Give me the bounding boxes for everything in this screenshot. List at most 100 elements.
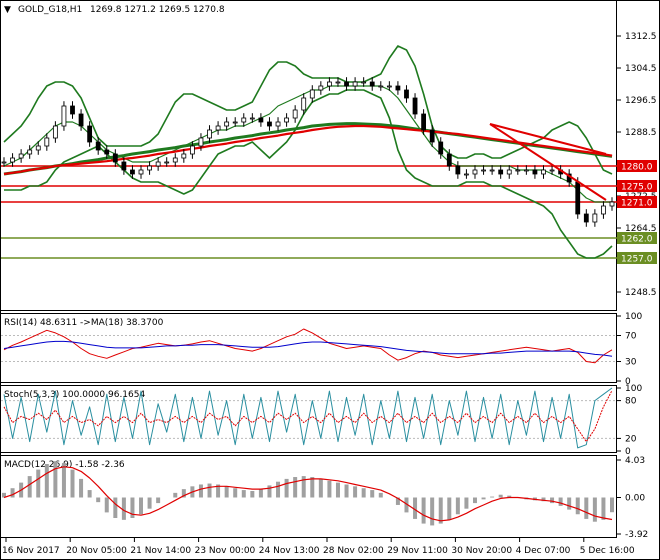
candle-body	[523, 169, 529, 172]
symbol-label: GOLD_G18,H1	[18, 5, 82, 15]
candle-body	[292, 109, 298, 119]
candle-body	[258, 117, 264, 123]
level-tag-label: 1275.0	[621, 183, 653, 193]
price-tick-label: 1264.5	[625, 224, 657, 234]
candle-body	[481, 169, 486, 172]
candle-body	[395, 85, 401, 91]
moving-average-fast	[3, 124, 613, 176]
stoch-tick-label: 20	[625, 434, 637, 444]
time-tick-label: 29 Nov 11:00	[387, 546, 448, 556]
candle-body	[27, 149, 33, 155]
candle-body	[455, 165, 461, 175]
time-tick-label: 16 Nov 2017	[2, 546, 60, 556]
stoch-title: Stoch(5,3,3) 100.0000 96.1654	[4, 390, 145, 400]
candle-body	[309, 89, 315, 99]
bollinger-middle	[3, 85, 612, 203]
candle-body	[207, 129, 212, 139]
level-tag-label: 1257.0	[621, 255, 653, 265]
candle-body	[121, 161, 127, 171]
candle-body	[472, 169, 478, 175]
candle-body	[95, 141, 101, 151]
price-tick-label: 1304.5	[625, 64, 657, 74]
time-tick-label: 28 Nov 02:00	[323, 546, 384, 556]
candle-body	[181, 153, 187, 159]
candle-body	[215, 125, 221, 131]
candle-body	[10, 157, 15, 163]
trend-line-upper	[489, 123, 607, 155]
candle-body	[1, 161, 7, 164]
candle-body	[506, 169, 512, 175]
stoch-lines	[1, 387, 617, 449]
candle-body	[609, 201, 615, 207]
time-axis: 16 Nov 2017 20 Nov 05:00 21 Nov 14:00 23 No…	[2, 538, 635, 556]
candle-body	[464, 173, 469, 176]
rsi-y-axis: 100 70 30 0	[617, 312, 642, 387]
candle-body	[404, 89, 409, 99]
candle-body	[130, 169, 135, 175]
rsi-tick-label: 30	[625, 358, 637, 368]
candle-body	[438, 141, 444, 155]
rsi-title: RSI(14) 48.6311 ->MA(18) 38.3700	[4, 318, 164, 328]
macd-panel[interactable]	[0, 455, 617, 538]
candle-body	[361, 81, 367, 84]
candle-body	[189, 145, 195, 155]
time-tick-label: 23 Nov 00:00	[195, 546, 256, 556]
stoch-tick-label: 80	[625, 397, 637, 407]
candle-body	[138, 169, 144, 175]
price-panel[interactable]	[0, 0, 617, 311]
candle-body	[164, 161, 170, 164]
stoch-tick-label: 0	[625, 447, 631, 457]
candle-body	[412, 97, 418, 115]
price-candles	[1, 77, 615, 227]
level-tag	[617, 196, 657, 208]
level-tag-label: 1262.0	[621, 235, 653, 245]
price-tick-label: 1288.5	[625, 128, 657, 138]
candle-body	[198, 137, 204, 147]
stoch-panel[interactable]	[0, 385, 617, 453]
stoch-tick-label: 100	[625, 384, 642, 394]
level-tag	[617, 160, 657, 172]
rsi-tick-label: 70	[625, 332, 637, 342]
candle-body	[318, 85, 324, 91]
candle-body	[70, 105, 75, 115]
candle-body	[489, 169, 495, 172]
time-tick-label: 24 Nov 13:00	[259, 546, 320, 556]
candle-body	[352, 81, 358, 87]
candle-body	[35, 145, 41, 151]
trend-lines	[489, 123, 607, 201]
bollinger-upper	[3, 45, 613, 175]
candle-body	[429, 129, 435, 143]
candle-body	[549, 169, 555, 172]
candle-body	[44, 137, 50, 147]
candle-body	[301, 97, 307, 111]
time-tick-label: 20 Nov 05:00	[66, 546, 127, 556]
candle-body	[18, 153, 24, 159]
macd-y-axis: 4.03 0.00 -3.92	[617, 456, 648, 540]
rsi-panel[interactable]	[0, 313, 617, 383]
candle-body	[575, 181, 581, 215]
macd-tick-label: 4.03	[625, 456, 645, 466]
macd-tick-label: 0.00	[625, 494, 645, 504]
stoch-d-line	[3, 390, 613, 443]
candle-body	[498, 169, 504, 175]
rsi-lines	[1, 328, 617, 364]
header-arrow[interactable]: ▼	[4, 5, 11, 15]
candle-body	[147, 165, 152, 171]
candle-body	[172, 157, 178, 163]
candle-body	[532, 169, 538, 175]
level-tag-label: 1271.0	[621, 199, 653, 209]
candle-body	[601, 205, 606, 215]
candle-body	[592, 213, 598, 223]
horizontal-levels	[1, 165, 617, 259]
stoch-y-axis: 100 80 20 0	[617, 384, 642, 457]
macd-tick-label: -3.92	[625, 530, 648, 540]
ohlc-values: 1269.8 1271.2 1269.5 1270.8	[90, 5, 225, 15]
price-tick-label: 1296.5	[625, 96, 657, 106]
rsi-line	[3, 328, 613, 364]
candle-body	[112, 153, 118, 163]
level-tag	[617, 252, 657, 264]
candle-body	[87, 125, 93, 143]
candle-body	[421, 113, 427, 131]
candle-body	[267, 121, 272, 127]
